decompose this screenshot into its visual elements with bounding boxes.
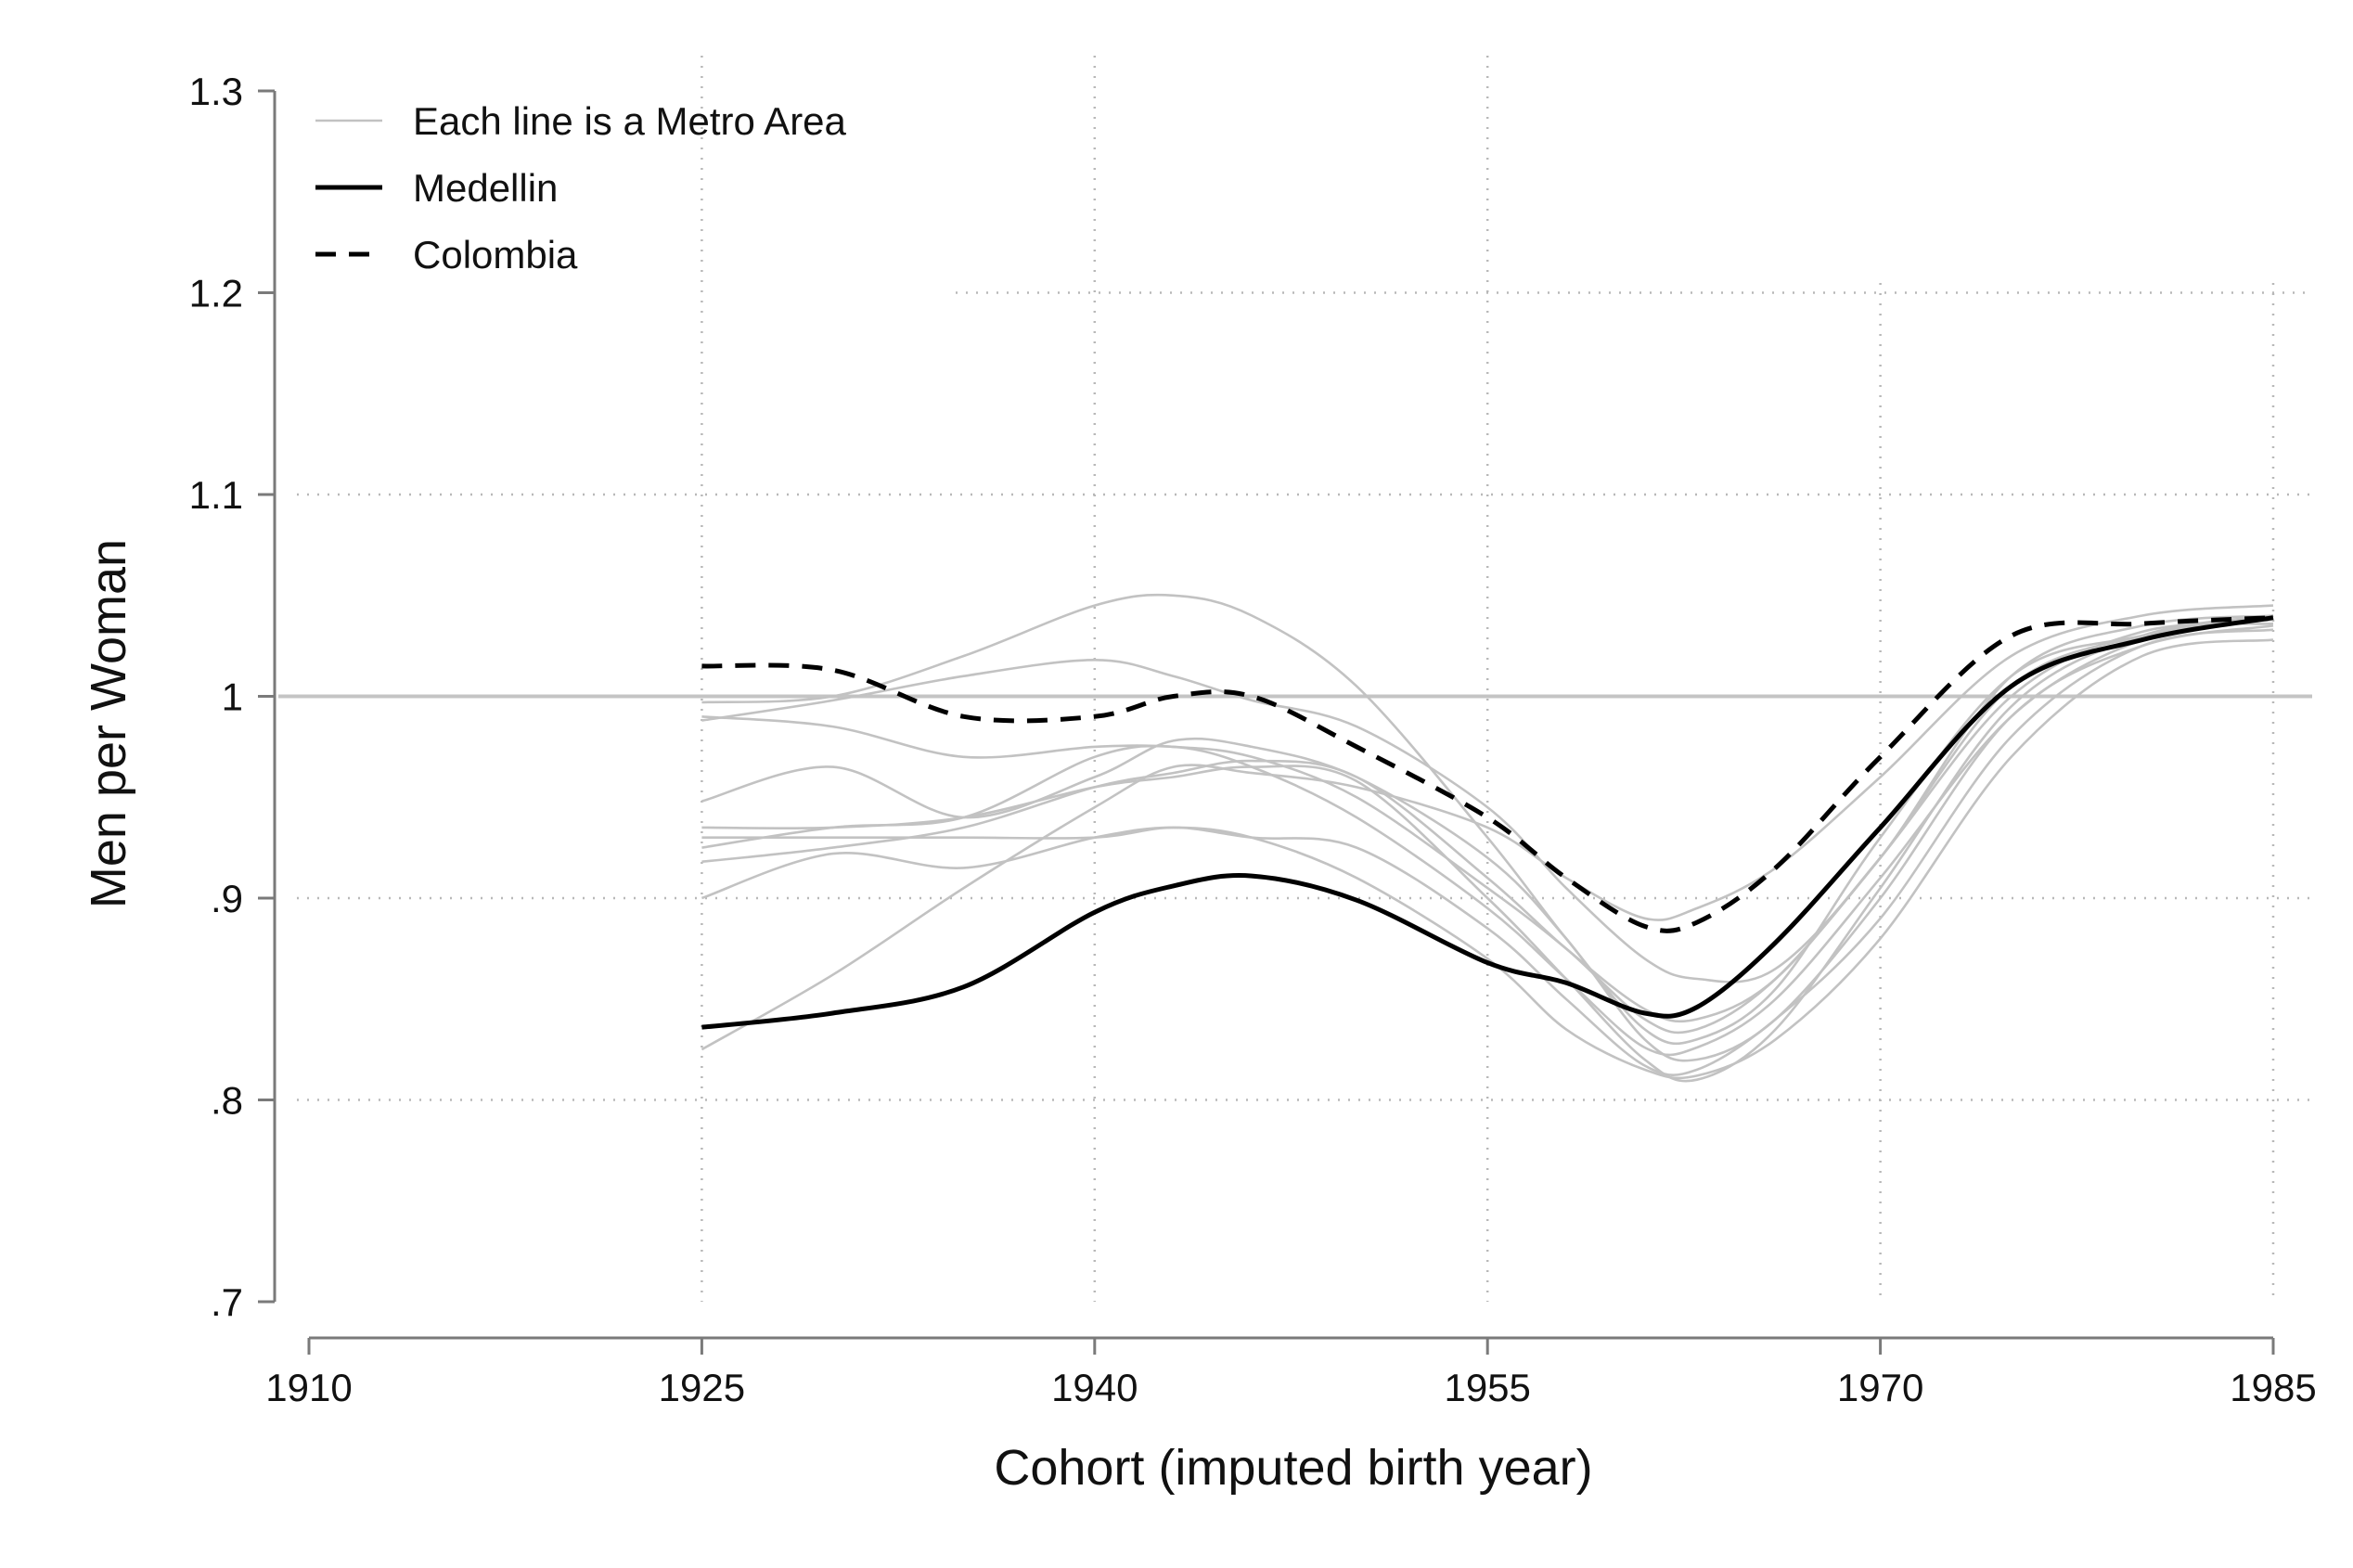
x-tick-label-5: 1985: [2230, 1366, 2316, 1409]
x-axis-title: Cohort (imputed birth year): [994, 1440, 1592, 1496]
x-tick-label-2: 1940: [1051, 1366, 1138, 1409]
legend-label-each-line-is-a-metro-area: Each line is a Metro Area: [413, 99, 847, 143]
x-tick-label-0: 1910: [265, 1366, 352, 1409]
y-tick-label-6: 1.3: [189, 70, 243, 113]
y-tick-label-4: 1.1: [189, 473, 243, 517]
x-tick-label-4: 1970: [1837, 1366, 1923, 1409]
series-line-metro-area-2: [701, 614, 2274, 1035]
metro-area-lines: [701, 593, 2274, 1083]
series-line-metro-area-8: [701, 604, 2274, 1051]
series-line-medellin: [701, 615, 2274, 1030]
series-line-metro-area-3: [701, 624, 2274, 1062]
x-tick-label-3: 1955: [1444, 1366, 1530, 1409]
legend-label-colombia: Colombia: [413, 233, 578, 276]
y-axis-title: Men per Woman: [81, 539, 136, 908]
series-line-metro-area-10: [701, 638, 2274, 1080]
y-tick-label-1: .8: [211, 1079, 243, 1123]
y-tick-label-0: .7: [211, 1280, 243, 1324]
main-series-lines: [701, 615, 2274, 1030]
series-line-colombia: [701, 615, 2274, 933]
grid-lines: [297, 56, 2312, 1302]
y-tick-label-5: 1.2: [189, 272, 243, 315]
series-line-metro-area-4: [701, 614, 2274, 1083]
legend: Each line is a Metro Area Medellin Colombi…: [315, 99, 847, 276]
legend-label-medellin: Medellin: [413, 166, 558, 210]
series-line-metro-area-6: [701, 622, 2274, 1023]
y-tick-label-2: .9: [211, 877, 243, 920]
series-line-metro-area-1: [701, 593, 2274, 1046]
y-tick-label-3: 1: [222, 675, 243, 719]
axes: .7 .8 .9 1 1.1 1.2 1.3 1910 1925 1940 1955 1970 1985: [189, 70, 2317, 1409]
series-line-metro-area-5: [701, 618, 2274, 1057]
x-tick-label-1: 1925: [659, 1366, 745, 1409]
